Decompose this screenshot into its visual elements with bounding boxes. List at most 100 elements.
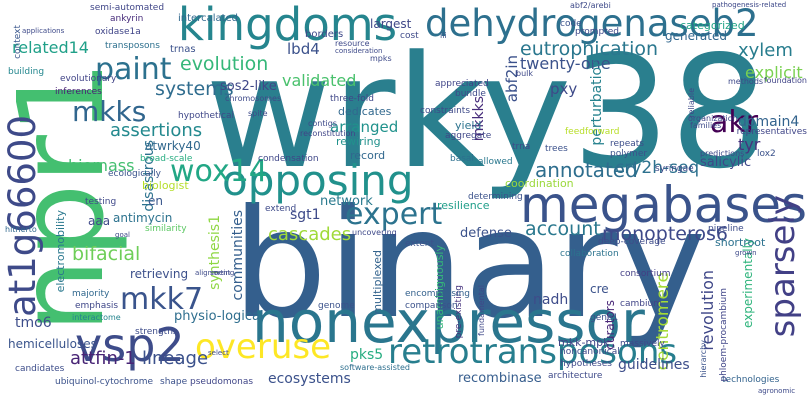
word-families: families (690, 121, 722, 130)
word-assertions: assertions (110, 120, 203, 141)
word-pathogenesis-related: pathogenesis-related (712, 1, 787, 9)
word-aaa: aaa (88, 214, 111, 228)
word-broad-scale: broad-scale (140, 154, 193, 164)
word-building: building (8, 67, 45, 77)
word-appreciated: appreciated (435, 79, 489, 89)
word-electromobility: electromobility (54, 210, 67, 293)
word-trnas: trnas (170, 44, 196, 55)
word-fundamental: fundamental (477, 285, 486, 336)
word-retrieving: retrieving (130, 267, 189, 281)
word-trna: trna (512, 142, 531, 152)
word-vsp2: vsp2 (75, 318, 185, 372)
word-biomass: biomass (68, 156, 135, 175)
word-cambium: cambium (620, 299, 662, 309)
word-alignment: alignment (195, 269, 231, 277)
word-centromere: centromere (653, 272, 673, 371)
word-pks5: pks5 (350, 347, 384, 363)
word-uncovering: uncovering (352, 228, 397, 237)
word-wox14: wox14 (170, 154, 268, 189)
word-binary: binary (232, 178, 707, 352)
word-comparison: comparison (405, 301, 458, 311)
word-bulk: bulk (516, 69, 534, 78)
word-xylem: xylem (738, 40, 793, 61)
word-rewiring: rewiring (336, 135, 381, 148)
word-nonexpressor: nonexpressor (252, 288, 645, 356)
word-shortroot: shortroot (715, 236, 766, 249)
word-sgt1: sgt1 (290, 207, 321, 223)
word-ecosystems: ecosystems (268, 371, 351, 387)
word-multiplexed: multiplexed (371, 250, 384, 315)
word-condensation: condensation (258, 154, 319, 164)
word-akr: akr (710, 105, 759, 140)
word-contigs: contigs (308, 119, 337, 128)
word-abf2/arebi: abf2/arebi (570, 1, 611, 10)
word-grown: grown (735, 249, 757, 257)
word-arranged: arranged (330, 118, 399, 136)
word-genome: genome (318, 301, 355, 311)
word-strengths: strengths (135, 327, 178, 337)
word-organization: organization (688, 114, 738, 123)
word-technologies: technologies (722, 375, 780, 385)
word-constraints: constraints (420, 106, 471, 116)
word-mpks: mpks (370, 54, 392, 63)
word-cre: cre (590, 282, 609, 296)
word-dedicates: dedicates (338, 105, 392, 118)
word-lineage: lineage (142, 348, 209, 369)
word-code: code (560, 19, 582, 29)
word-hypothetical: hypothetical (178, 111, 235, 121)
word-expert: expert (345, 197, 443, 232)
word-architecture: architecture (548, 371, 603, 381)
word-applications: applications (22, 27, 65, 35)
word-tmo6: tmo6 (15, 315, 52, 331)
word-lbd4: lbd4 (287, 40, 320, 58)
word-evolution: evolution (180, 53, 269, 75)
word-communities: communities (230, 210, 246, 301)
word-testing: testing (85, 197, 117, 207)
word-agronomic: agronomic (758, 387, 796, 395)
word-reconstitution: reconstitution (300, 129, 356, 138)
word-ankyrin: ankyrin (110, 14, 144, 24)
word-aggregate: aggregate (445, 131, 492, 141)
word-twenty-one: twenty-one (520, 54, 611, 73)
word-paint: paint (95, 52, 172, 87)
word-salicylic: salicylic (700, 155, 752, 170)
word-guidelines: guidelines (618, 357, 690, 373)
word-generated: generated (665, 29, 727, 43)
word-spite: spite (248, 109, 268, 118)
word-explicit: explicit (745, 63, 803, 82)
word-representatives: representatives (736, 127, 807, 137)
word-related14: related14 (12, 38, 89, 57)
word-borders: borders (305, 29, 344, 40)
word-hypotheses: hypotheses (560, 359, 612, 369)
word-reliable: reliable (687, 88, 696, 118)
word-transposons: transposons (105, 41, 160, 51)
word-cost: cost (400, 31, 419, 41)
word-nadh: nadh (533, 292, 569, 308)
word-similarity: similarity (145, 224, 187, 234)
word-select: select (208, 349, 229, 357)
word-abf2in: abf2in (503, 55, 521, 103)
word-validated: validated (282, 71, 357, 90)
word-pseudomonas: pseudomonas (190, 377, 254, 387)
word-largest: largest (370, 17, 412, 31)
word-categorized: categorized (680, 19, 745, 32)
word-trees: trees (545, 144, 568, 154)
word-mkk-mpk: mkk-mpk (558, 336, 610, 349)
word-tyr: tyr (738, 135, 761, 154)
word-collaboration: collaboration (560, 249, 619, 259)
word-revolution: revolution (698, 270, 717, 351)
word-network: network (320, 194, 373, 209)
word-attfin-1: attfin-1 (70, 348, 136, 369)
word-sparsely: sparsely (763, 195, 803, 338)
word-foundation: foundation (763, 76, 807, 85)
word-oxidase1a: oxidase1a (95, 27, 141, 37)
word-coordination: coordination (505, 177, 574, 190)
word-sorting: sorting (210, 269, 235, 277)
word-resilience: resilience (437, 199, 490, 212)
word-iii: iii (440, 31, 447, 40)
word-semi-automated: semi-automated (90, 3, 165, 13)
word-repeats: repeats (610, 139, 645, 149)
word-pxy: pxy (550, 80, 578, 98)
word-annotated: annotated (535, 158, 638, 182)
